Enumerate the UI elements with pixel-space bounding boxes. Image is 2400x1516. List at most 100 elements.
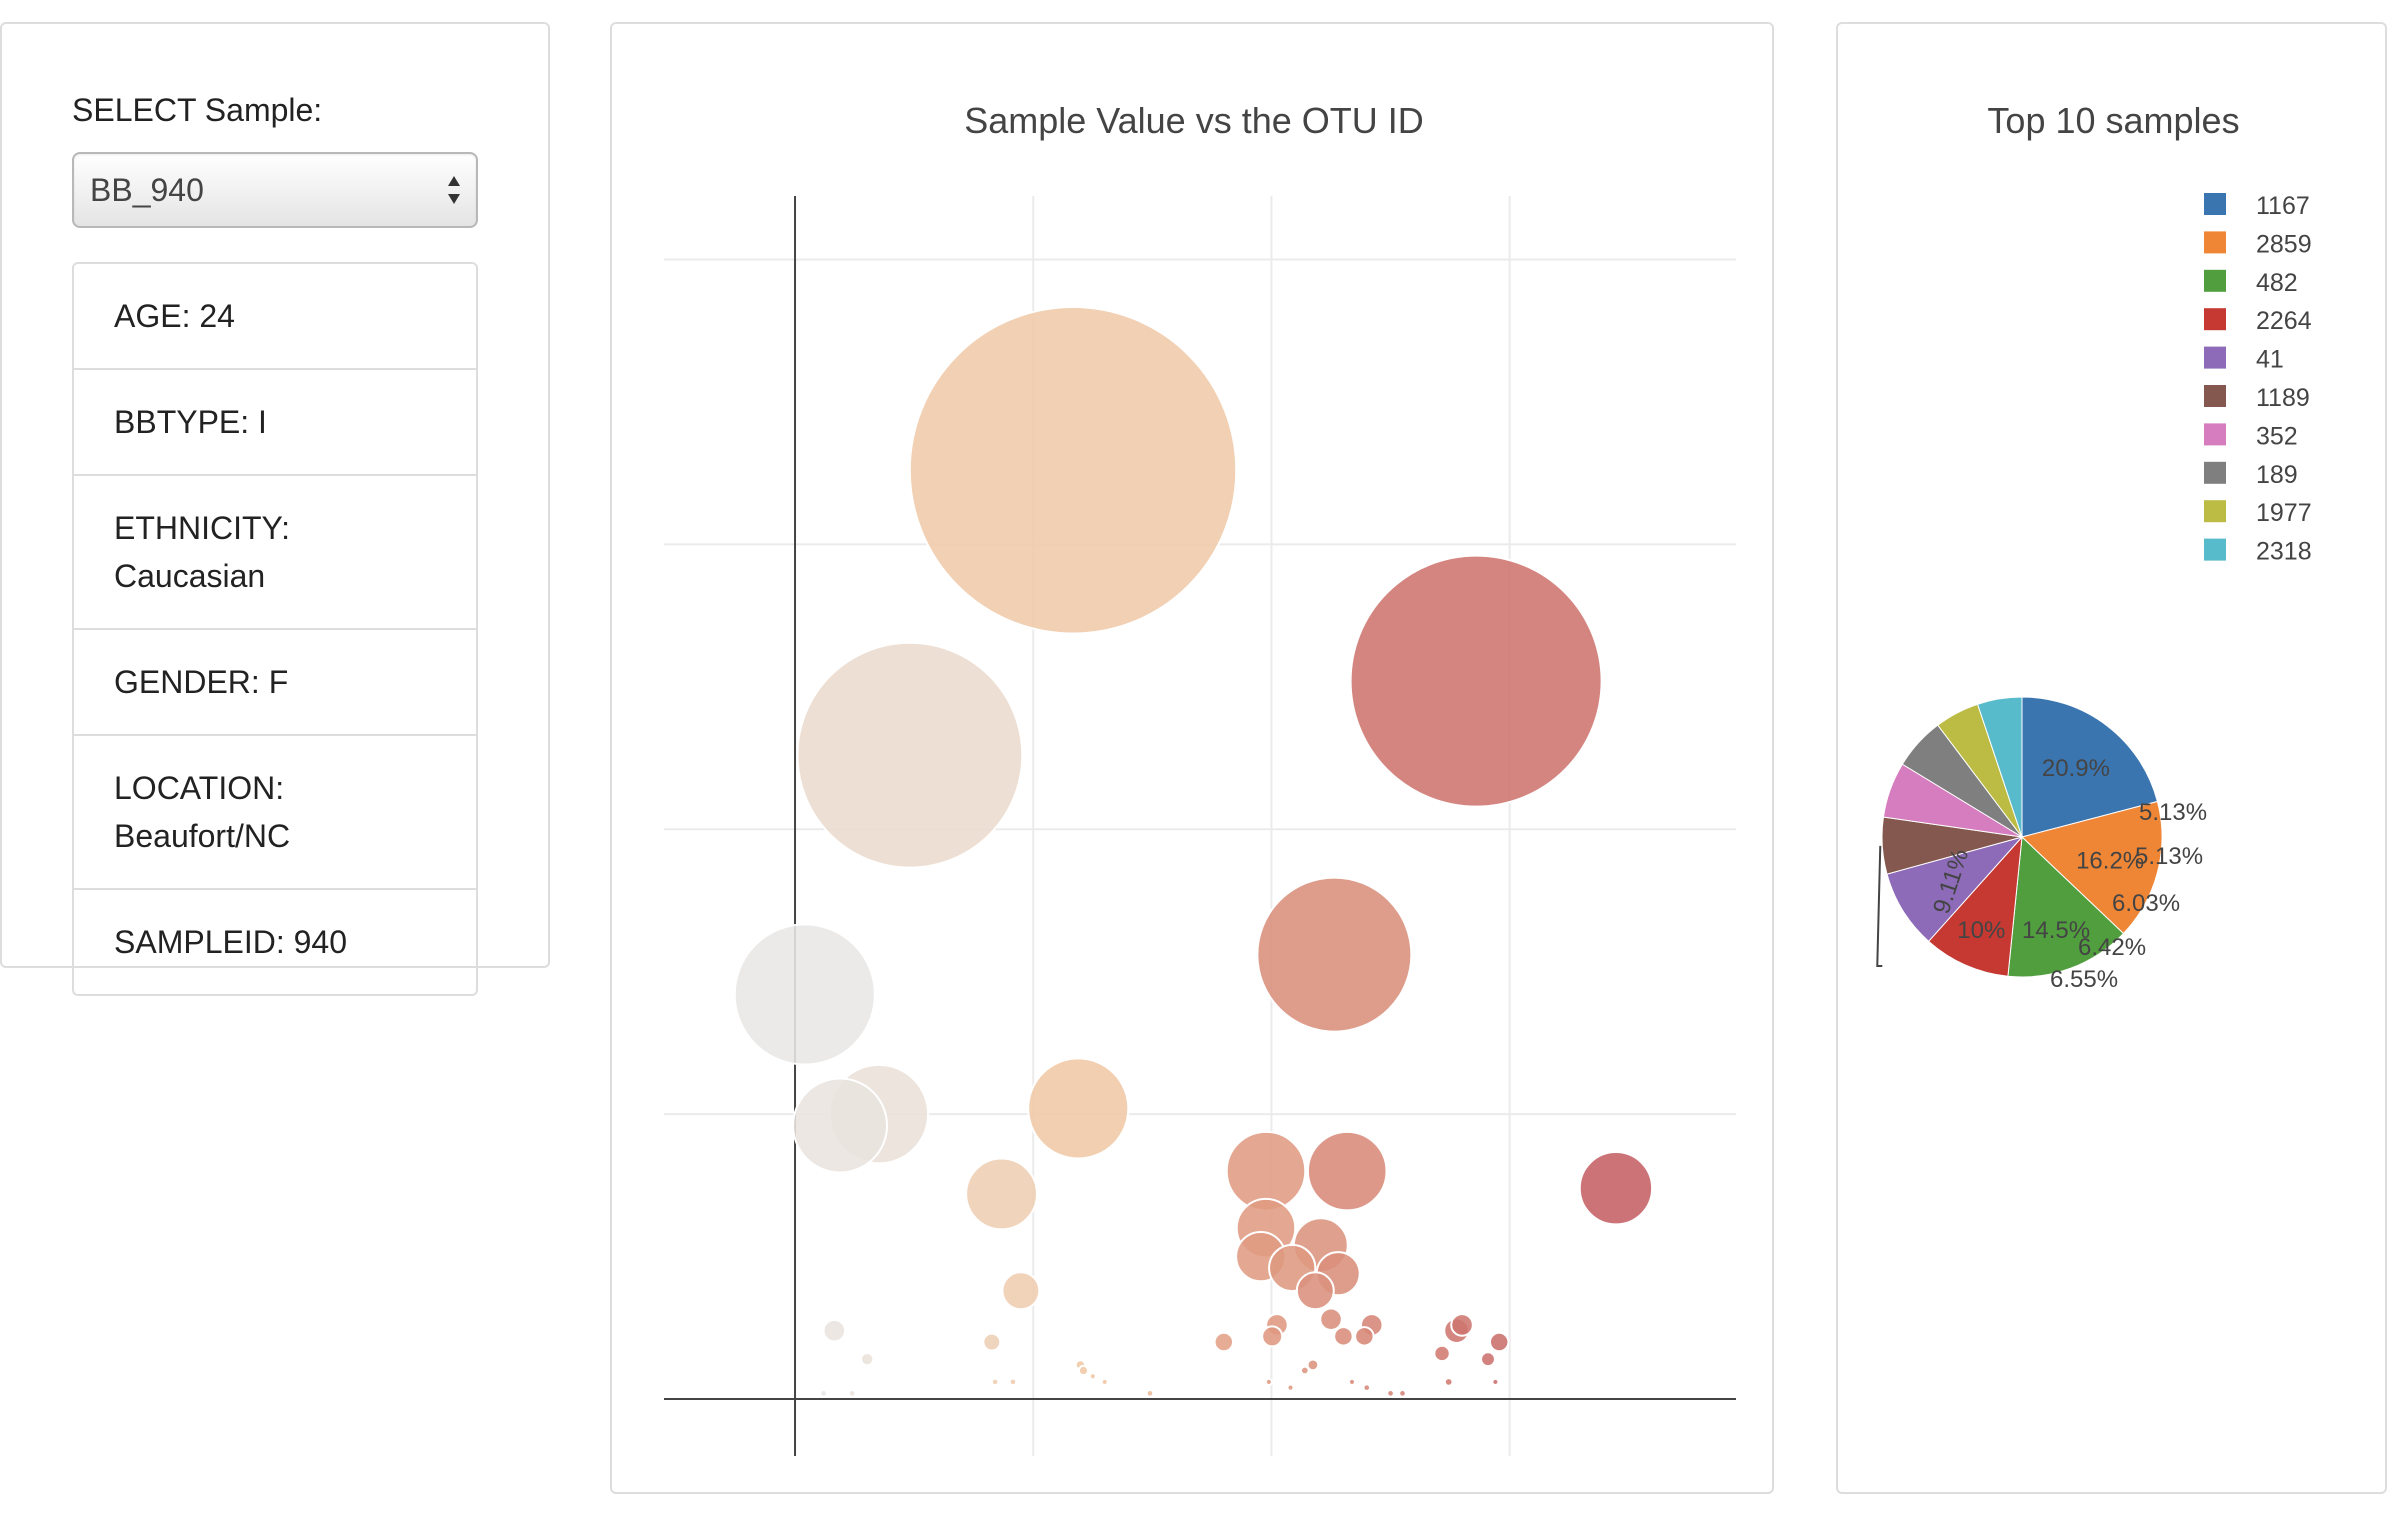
sample-selector-panel: SELECT Sample: BB_940 AGE: 24 BBTYPE: I …	[0, 22, 550, 996]
bubble-point	[1354, 1326, 1375, 1347]
bubble-point	[1306, 1358, 1320, 1372]
bubble-point	[1001, 1271, 1041, 1311]
legend-label: 41	[2256, 346, 2284, 374]
sample-metadata-list: AGE: 24 BBTYPE: I ETHNICITY: Caucasian G…	[72, 262, 478, 996]
bubble-point	[849, 1391, 855, 1396]
pie-slice	[1927, 835, 2023, 977]
legend-swatch	[2204, 538, 2226, 561]
bubble-point	[1100, 1377, 1109, 1387]
metadata-ethnicity-key: ETHNICITY:	[114, 510, 291, 546]
metadata-location: LOCATION: Beaufort/NC	[74, 736, 476, 890]
pie-chart[interactable]: 1167 2859 482 2264 41 1189 352 189 1977 2318 20.9…	[1838, 24, 2385, 1492]
legend-swatch	[2204, 423, 2226, 446]
pie-slice	[1976, 696, 2023, 838]
metadata-location-key: LOCATION:	[114, 770, 285, 806]
select-sample-label: SELECT Sample:	[72, 92, 323, 128]
pie-value-label: 16.2%	[2076, 848, 2144, 875]
bubble-point	[1433, 1344, 1451, 1363]
pie-label-leader	[1876, 845, 1883, 967]
pie-chart-title: Top 10 samples	[1987, 100, 2240, 141]
bubble-point	[1256, 876, 1413, 1033]
pie-value-label: 20.9%	[2042, 755, 2110, 782]
pie-slice	[2021, 696, 2159, 838]
bubble-point	[1450, 1313, 1474, 1337]
bubble-point	[1349, 554, 1603, 808]
bubble-point	[1077, 1364, 1090, 1377]
bubble-point	[1213, 1331, 1235, 1353]
sample-select-dropdown[interactable]: BB_940	[72, 152, 478, 228]
pie-value-label: 5.13%	[2139, 799, 2207, 826]
legend-label: 189	[2256, 461, 2298, 489]
legend-swatch	[2204, 385, 2226, 407]
legend-swatch	[2204, 461, 2226, 484]
bubble-point	[822, 1318, 847, 1343]
legend-label: 482	[2256, 269, 2298, 297]
legend-swatch	[2204, 500, 2226, 523]
bubble-point	[1480, 1351, 1496, 1368]
bubble-point	[796, 641, 1024, 869]
legend-label: 352	[2256, 422, 2298, 450]
bubble-point	[733, 923, 876, 1066]
bubble-point	[1488, 1331, 1510, 1353]
pie-value-label: 5.13%	[2135, 843, 2203, 870]
bubble-point	[792, 1077, 889, 1174]
bubble-point	[1443, 1377, 1454, 1387]
bubble-point	[1010, 1379, 1016, 1385]
updown-arrows-icon	[448, 176, 460, 204]
bubble-point	[1364, 1385, 1370, 1390]
pie-value-label: 6.03%	[2112, 890, 2180, 917]
bubble-point	[1264, 1377, 1273, 1387]
legend-swatch	[2204, 193, 2226, 215]
pie-slice	[2007, 835, 2125, 978]
bubble-point	[1295, 1271, 1335, 1311]
metadata-sampleid: SAMPLEID: 940	[114, 924, 347, 960]
metadata-gender: GENDER: F	[74, 630, 476, 736]
pie-value-label: 14.5%	[2022, 917, 2090, 944]
metadata-age: AGE: 24	[74, 264, 476, 370]
legend-label: 1977	[2256, 499, 2312, 527]
bubble-point	[1088, 1372, 1097, 1381]
bubble-point	[965, 1157, 1038, 1231]
bubble-point	[1400, 1391, 1405, 1396]
bubble-point	[1347, 1377, 1357, 1387]
bubble-point	[982, 1332, 1002, 1352]
legend-label: 2318	[2256, 538, 2312, 566]
legend-label: 1189	[2256, 384, 2310, 412]
legend-swatch	[2204, 269, 2226, 292]
bubble-point	[1333, 1326, 1354, 1347]
bubble-point	[992, 1379, 998, 1385]
bubble-chart-panel: Sample Value vs the OTU ID	[610, 22, 1774, 1494]
bubble-point	[821, 1391, 826, 1396]
bubble-point	[860, 1351, 875, 1367]
bubble-point	[1286, 1383, 1295, 1392]
pie-value-label: 10%	[1957, 917, 2005, 944]
bubble-chart-title: Sample Value vs the OTU ID	[964, 100, 1424, 141]
bubble-point	[1388, 1391, 1393, 1396]
legend-label: 1167	[2256, 192, 2310, 220]
selected-sample-value: BB_940	[90, 172, 204, 208]
pie-value-label: 6.42%	[2078, 934, 2146, 961]
pie-slice	[2021, 800, 2163, 935]
legend-swatch	[2204, 308, 2226, 331]
legend-swatch	[2204, 231, 2226, 254]
bubble-point	[1027, 1057, 1130, 1160]
bubble-point	[1147, 1391, 1153, 1396]
legend-label: 2859	[2256, 230, 2312, 258]
bubble-point	[908, 306, 1238, 635]
bubble-point	[1306, 1130, 1388, 1212]
legend-label: 2264	[2256, 307, 2312, 335]
pie-slice	[1886, 836, 2024, 943]
legend-swatch	[2204, 346, 2226, 369]
metadata-ethnicity-value: Caucasian	[114, 558, 266, 594]
bubble-point	[1491, 1377, 1500, 1387]
metadata-ethnicity: ETHNICITY: Caucasian	[74, 476, 476, 630]
bubble-point	[1578, 1151, 1654, 1226]
pie-value-label: 6.55%	[2050, 966, 2118, 993]
pie-chart-panel: Top 10 samples 1167 2859 482 2264 41 1189 352 1…	[1836, 22, 2387, 1494]
bubble-point	[1319, 1307, 1343, 1332]
metadata-bbtype: BBTYPE: I	[74, 370, 476, 476]
bubble-point	[1261, 1325, 1284, 1348]
pie-legend: 1167 2859 482 2264 41 1189 352 189 1977 2318	[2204, 192, 2312, 566]
metadata-location-value: Beaufort/NC	[114, 818, 291, 854]
bubble-chart[interactable]	[612, 24, 1772, 1492]
